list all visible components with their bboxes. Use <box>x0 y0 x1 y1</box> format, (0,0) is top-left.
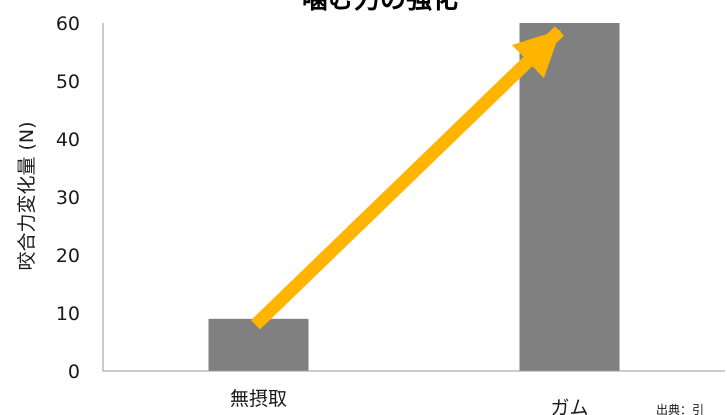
bar-1 <box>520 23 620 371</box>
y-tick-label: 20 <box>56 245 80 267</box>
chart-title: 噛む力の強化 <box>302 0 458 15</box>
category-labels: 無摂取 ガム <box>230 388 589 415</box>
increase-arrow <box>256 31 560 325</box>
y-tick-label: 0 <box>68 361 80 383</box>
y-tick-label: 10 <box>56 303 80 325</box>
y-ticks: 0 10 20 30 40 50 60 <box>56 13 80 383</box>
y-tick-label: 30 <box>56 187 80 209</box>
x-category-label: 無摂取 <box>230 388 287 410</box>
source-note: 出典：引 <box>656 403 704 415</box>
y-tick-label: 50 <box>56 71 80 93</box>
x-category-label: ガム <box>550 397 588 415</box>
y-axis-label: 咬合力変化量 (N) <box>16 121 38 270</box>
y-tick-label: 40 <box>56 129 80 151</box>
y-tick-label: 60 <box>56 13 80 35</box>
arrow-layer <box>256 31 560 325</box>
